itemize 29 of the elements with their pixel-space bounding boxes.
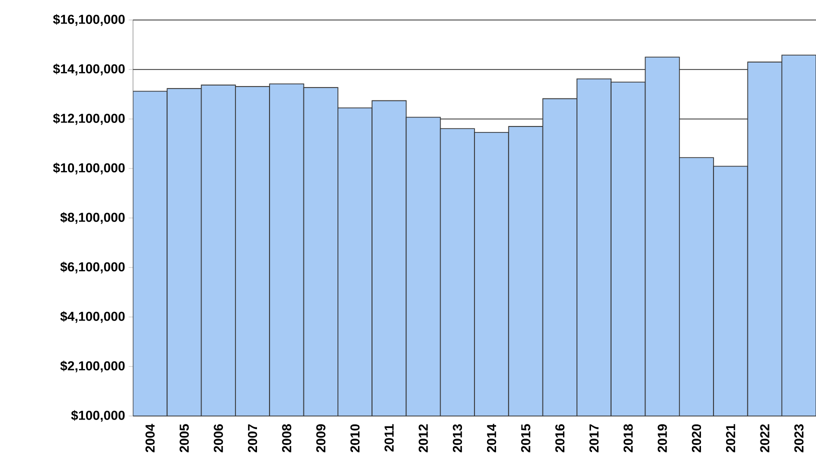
x-tick-label: 2006 xyxy=(214,424,223,452)
x-tick-label: 2008 xyxy=(282,424,292,452)
x-tick-label: 2019 xyxy=(658,424,667,452)
x-tick-label: 2020 xyxy=(692,424,702,452)
y-tick-label: $14,100,000 xyxy=(53,64,125,76)
y-tick-label: $16,100,000 xyxy=(53,14,125,26)
x-tick-label: 2007 xyxy=(248,424,258,452)
x-tick-label: 2005 xyxy=(180,424,189,452)
x-tick-label: 2015 xyxy=(521,424,530,452)
x-tick-label: 2016 xyxy=(555,424,564,452)
y-tick-label: $2,100,000 xyxy=(60,360,125,372)
x-tick-label: 2011 xyxy=(384,424,394,452)
x-tick-label: 2013 xyxy=(452,424,462,452)
x-tick-label: 2004 xyxy=(145,424,155,452)
x-tick-label: 2014 xyxy=(486,424,496,452)
y-tick-label: $100,000 xyxy=(71,410,125,422)
y-tick-label: $10,100,000 xyxy=(53,162,125,174)
x-tick-label: 2018 xyxy=(624,424,633,452)
x-tick-label: 2012 xyxy=(418,424,428,452)
y-tick-label: $4,100,000 xyxy=(60,311,125,323)
x-tick-label: 2009 xyxy=(316,424,326,452)
y-tick-label: $8,100,000 xyxy=(60,212,125,224)
y-tick-label: $12,100,000 xyxy=(53,113,125,125)
x-tick-label: 2017 xyxy=(589,424,599,452)
y-tick-label: $6,100,000 xyxy=(60,262,125,274)
x-tick-label: 2022 xyxy=(760,424,770,452)
x-tick-label: 2010 xyxy=(350,424,360,452)
x-tick-label: 2021 xyxy=(726,424,736,452)
x-tick-label: 2023 xyxy=(794,424,804,452)
